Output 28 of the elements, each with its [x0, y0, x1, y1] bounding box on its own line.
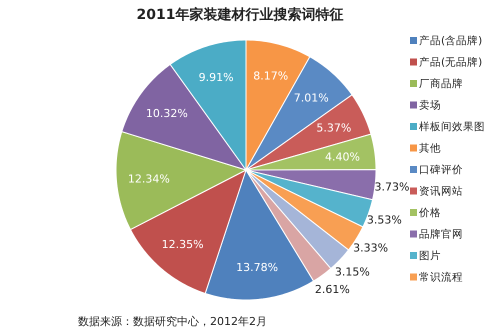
data-label: 3.73%	[374, 180, 410, 194]
legend-label: 厂商品牌	[419, 77, 463, 90]
data-label: 2.61%	[314, 282, 350, 296]
legend-label: 常识流程	[419, 270, 463, 284]
legend-label: 产品(含品牌)	[419, 34, 482, 47]
data-label: 12.34%	[128, 172, 170, 186]
data-label: 12.35%	[162, 238, 204, 252]
data-label: 3.53%	[366, 213, 402, 226]
data-label: 10.32%	[146, 107, 188, 120]
legend-label: 样板间效果图	[419, 121, 485, 133]
data-label: 13.78%	[236, 260, 278, 274]
data-label: 4.40%	[325, 150, 360, 164]
source-note: 数据来源：数据研究中心，2012年2月	[78, 315, 267, 328]
legend-label: 其他	[419, 142, 441, 154]
legend-label: 价格	[418, 207, 441, 219]
legend-label: 卖场	[419, 98, 441, 112]
chart-title: 2011年家装建材行业搜索词特征	[136, 6, 344, 23]
data-label: 9.91%	[198, 71, 234, 84]
data-label: 8.17%	[253, 70, 288, 83]
legend-label: 产品(无品牌)	[419, 56, 482, 68]
data-label: 5.37%	[316, 122, 352, 135]
data-label: 7.01%	[294, 92, 329, 105]
legend-label: 口碑评价	[419, 164, 463, 176]
legend-label: 资讯网站	[419, 184, 463, 198]
data-label: 3.15%	[334, 265, 370, 278]
legend-label: 品牌官网	[419, 228, 463, 240]
data-label: 3.33%	[353, 242, 388, 255]
legend-label: 图片	[419, 249, 441, 262]
